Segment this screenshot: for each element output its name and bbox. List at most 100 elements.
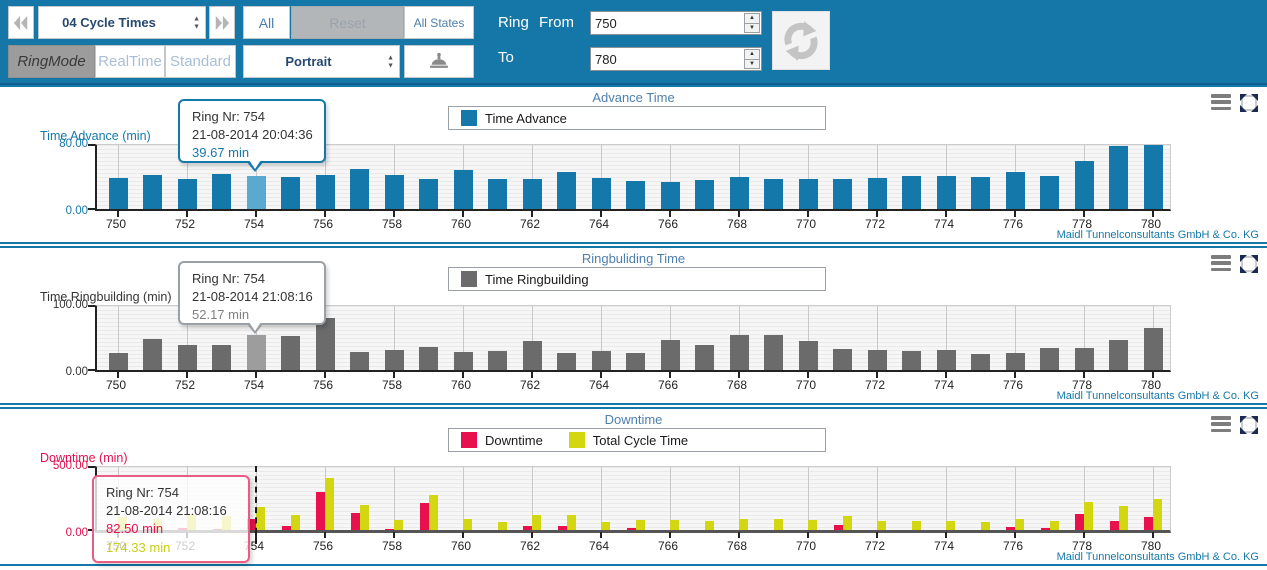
- cycle-selector-dropdown[interactable]: 04 Cycle Times ▲ ▼: [38, 6, 206, 39]
- ring-from-input[interactable]: [590, 11, 762, 35]
- bar-ring-763[interactable]: [557, 172, 576, 209]
- legend-item[interactable]: Time Ringbuilding: [461, 271, 589, 287]
- bar-ring-780[interactable]: [1144, 517, 1153, 530]
- print-button[interactable]: [404, 45, 474, 78]
- bar-ring-779[interactable]: [1109, 339, 1128, 370]
- bar-ring-778[interactable]: [1084, 501, 1093, 530]
- ring-to-input[interactable]: [590, 47, 762, 71]
- bar-ring-775[interactable]: [980, 521, 990, 530]
- real-time-button[interactable]: RealTime: [95, 45, 165, 78]
- bar-ring-769[interactable]: [764, 334, 783, 370]
- bar-ring-754[interactable]: [247, 518, 256, 530]
- bar-ring-771[interactable]: [833, 525, 843, 530]
- bar-ring-776[interactable]: [1015, 518, 1024, 530]
- bar-ring-774[interactable]: [936, 349, 956, 370]
- bar-ring-776[interactable]: [1005, 172, 1025, 209]
- bar-ring-773[interactable]: [911, 521, 921, 530]
- bar-ring-751[interactable]: [143, 174, 162, 209]
- bar-ring-764[interactable]: [601, 521, 610, 530]
- bar-ring-779[interactable]: [1109, 146, 1128, 209]
- bar-ring-780[interactable]: [1143, 144, 1163, 209]
- bar-ring-758[interactable]: [385, 529, 394, 530]
- bar-ring-773[interactable]: [902, 175, 921, 209]
- previous-button[interactable]: [8, 6, 34, 39]
- bar-ring-768[interactable]: [739, 518, 748, 530]
- bar-ring-756[interactable]: [315, 174, 335, 209]
- bar-ring-776[interactable]: [1006, 527, 1015, 530]
- bar-ring-759[interactable]: [419, 347, 438, 370]
- bar-ring-750[interactable]: [108, 353, 128, 370]
- bar-ring-761[interactable]: [488, 351, 507, 370]
- bar-ring-759[interactable]: [428, 494, 438, 530]
- bar-ring-765[interactable]: [626, 353, 645, 370]
- bar-ring-754[interactable]: [256, 506, 265, 530]
- bar-ring-770[interactable]: [798, 178, 818, 209]
- bar-ring-751[interactable]: [143, 339, 162, 370]
- bar-ring-771[interactable]: [833, 178, 852, 209]
- bar-ring-768[interactable]: [729, 334, 749, 370]
- expand-icon[interactable]: [1239, 254, 1259, 274]
- bar-ring-774[interactable]: [946, 521, 955, 530]
- bar-ring-758[interactable]: [394, 519, 403, 530]
- bar-ring-766[interactable]: [660, 339, 680, 370]
- bar-ring-752[interactable]: [177, 178, 197, 209]
- bar-ring-769[interactable]: [764, 178, 783, 209]
- bar-ring-768[interactable]: [729, 177, 749, 209]
- bar-ring-765[interactable]: [626, 528, 636, 530]
- orientation-dropdown[interactable]: Portrait ▲ ▼: [243, 45, 400, 78]
- expand-icon[interactable]: [1239, 415, 1259, 435]
- spinner-icon[interactable]: ▲ ▼: [387, 54, 394, 69]
- bar-ring-758[interactable]: [384, 174, 404, 209]
- bar-ring-766[interactable]: [660, 182, 680, 209]
- bar-ring-756[interactable]: [316, 492, 325, 530]
- bar-ring-750[interactable]: [108, 178, 128, 209]
- bar-ring-762[interactable]: [522, 178, 542, 209]
- bar-ring-765[interactable]: [635, 519, 645, 530]
- bar-ring-754[interactable]: [246, 175, 266, 209]
- bar-ring-772[interactable]: [877, 521, 886, 530]
- bar-ring-775[interactable]: [971, 177, 990, 209]
- bar-ring-753[interactable]: [212, 345, 231, 370]
- bar-ring-760[interactable]: [453, 351, 473, 370]
- all-button[interactable]: All: [243, 6, 290, 39]
- bar-ring-776[interactable]: [1005, 352, 1025, 370]
- bar-ring-771[interactable]: [842, 515, 852, 530]
- bar-ring-774[interactable]: [936, 176, 956, 209]
- bar-ring-762[interactable]: [523, 525, 532, 530]
- bar-ring-757[interactable]: [359, 504, 369, 530]
- bar-ring-762[interactable]: [532, 515, 541, 530]
- menu-icon[interactable]: [1211, 415, 1231, 433]
- standard-button[interactable]: Standard: [165, 45, 236, 78]
- bar-ring-780[interactable]: [1153, 499, 1162, 530]
- bar-ring-763[interactable]: [566, 515, 576, 530]
- bar-ring-763[interactable]: [557, 525, 567, 530]
- expand-icon[interactable]: [1239, 93, 1259, 113]
- bar-ring-767[interactable]: [704, 521, 714, 530]
- bar-ring-775[interactable]: [971, 353, 990, 370]
- all-states-button[interactable]: All States: [404, 6, 474, 39]
- next-button[interactable]: [209, 6, 235, 39]
- bar-ring-779[interactable]: [1118, 505, 1128, 530]
- bar-ring-765[interactable]: [626, 181, 645, 209]
- bar-ring-756[interactable]: [325, 477, 334, 530]
- reset-button[interactable]: Reset: [291, 6, 404, 39]
- bar-ring-770[interactable]: [808, 519, 817, 530]
- bar-ring-755[interactable]: [281, 335, 300, 370]
- bar-ring-780[interactable]: [1143, 328, 1163, 370]
- bar-ring-755[interactable]: [281, 525, 291, 530]
- bar-ring-767[interactable]: [695, 179, 714, 209]
- legend-item[interactable]: Time Advance: [461, 110, 567, 126]
- bar-ring-761[interactable]: [488, 178, 507, 209]
- bar-ring-757[interactable]: [350, 168, 369, 209]
- bar-ring-754[interactable]: [246, 335, 266, 370]
- bar-ring-759[interactable]: [419, 178, 438, 209]
- bar-ring-769[interactable]: [773, 518, 783, 530]
- bar-ring-762[interactable]: [522, 341, 542, 370]
- bar-ring-763[interactable]: [557, 353, 576, 370]
- menu-icon[interactable]: [1211, 93, 1231, 111]
- bar-ring-752[interactable]: [177, 344, 197, 370]
- bar-ring-772[interactable]: [867, 178, 887, 209]
- bar-ring-767[interactable]: [695, 345, 714, 370]
- bar-ring-771[interactable]: [833, 348, 852, 370]
- ring-to-spinner[interactable]: ▲ ▼: [744, 49, 760, 69]
